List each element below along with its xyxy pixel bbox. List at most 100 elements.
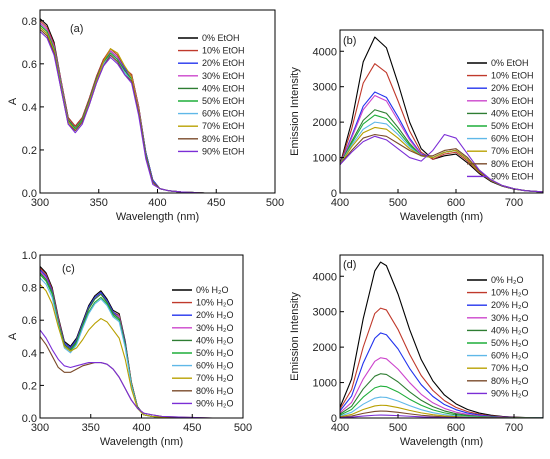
chart-panel-4: 400 500 600 700 0 1000 2000 3000 4000 Wavelength …	[289, 254, 544, 448]
y-axis-title: Emission Intensity	[289, 292, 301, 381]
series-line-10	[340, 133, 543, 193]
y-tick-label: 2000	[313, 342, 337, 354]
panel-label: (c)	[62, 263, 75, 275]
legend-label-5: 40% EtOH	[491, 108, 534, 118]
legend-label-9: 80% H₂O	[196, 386, 234, 396]
y-axis-title: A	[7, 332, 19, 340]
legend-label-3: 20% H₂O	[491, 300, 529, 310]
legend-label-9: 80% EtOH	[202, 134, 245, 144]
legend-label-8: 70% EtOH	[491, 146, 534, 156]
y-tick-label: 0	[331, 188, 337, 200]
legend-label-2: 10% H₂O	[196, 298, 234, 308]
legend-label-6: 50% H₂O	[491, 338, 529, 348]
y-tick-label: 1000	[313, 153, 337, 165]
plot-frame	[339, 254, 544, 419]
panel-label: (d)	[343, 259, 356, 271]
x-tick-label: 400	[331, 197, 349, 209]
y-tick-label: 0.8	[22, 283, 37, 295]
y-tick-label: 0.6	[22, 315, 37, 327]
legend-label-6: 50% H₂O	[196, 348, 234, 358]
chart-panel-3: 300 350 400 450 500 0.0 0.2 0.4 0.6 0.8 1.0 Wavelen…	[7, 250, 252, 448]
legend-label-2: 10% EtOH	[491, 71, 534, 81]
legend-label-10: 90% EtOH	[491, 171, 534, 181]
x-tick-label: 700	[505, 422, 523, 434]
x-tick-label: 350	[90, 197, 108, 209]
x-tick-label: 400	[132, 422, 150, 434]
y-tick-label: 3000	[313, 307, 337, 319]
legend-label-5: 40% H₂O	[196, 335, 234, 345]
y-tick-label: 1000	[313, 378, 337, 390]
legend-label-10: 90% EtOH	[202, 146, 245, 156]
y-tick-label: 4000	[313, 271, 337, 283]
y-tick-label: 1.0	[22, 250, 37, 262]
legend-label-3: 20% H₂O	[196, 310, 234, 320]
y-tick-label: 0.4	[22, 348, 37, 360]
x-tick-label: 600	[447, 197, 465, 209]
y-tick-label: 4000	[313, 46, 337, 58]
chart-panel-1: 300 350 400 450 500 0.0 0.2 0.4 0.6 0.8 Wavelength…	[7, 9, 284, 223]
legend-label-7: 60% EtOH	[491, 134, 534, 144]
series-line-10	[40, 31, 275, 193]
x-tick-label: 450	[183, 422, 201, 434]
x-tick-label: 700	[505, 197, 523, 209]
legend-label-7: 60% EtOH	[202, 109, 245, 119]
legend-label-3: 20% EtOH	[202, 58, 245, 68]
x-axis-title: Wavelength (nm)	[100, 436, 183, 448]
legend-label-9: 80% EtOH	[491, 159, 534, 169]
legend-label-3: 20% EtOH	[491, 83, 534, 93]
y-axis-title: Emission Intensity	[289, 67, 301, 156]
chart-panel-2: 400 500 600 700 0 1000 2000 3000 4000 Wavelength …	[289, 29, 544, 223]
panel-label: (b)	[343, 35, 356, 47]
legend-label-2: 10% EtOH	[202, 46, 245, 56]
legend-label-4: 30% EtOH	[491, 96, 534, 106]
x-tick-label: 500	[234, 422, 252, 434]
legend: 0% EtOH 10% EtOH 20% EtOH 30% EtOH 40% EtOH 5…	[467, 58, 534, 181]
y-tick-label: 0	[331, 413, 337, 425]
legend: 0% H₂O 10% H₂O 20% H₂O 30% H₂O 40% H₂O 50% H₂…	[467, 275, 529, 398]
x-tick-label: 300	[31, 197, 49, 209]
x-tick-label: 500	[266, 197, 284, 209]
legend-label-10: 90% H₂O	[491, 388, 529, 398]
x-tick-label: 300	[31, 422, 49, 434]
series-lines	[40, 266, 243, 418]
series-line-10	[40, 329, 243, 418]
series-lines	[340, 36, 543, 193]
y-tick-label: 0.6	[22, 59, 37, 71]
y-axis-title: A	[7, 97, 19, 105]
series-line-8	[40, 283, 243, 418]
y-tick-label: 0.0	[22, 188, 37, 200]
legend-label-8: 70% H₂O	[491, 363, 529, 373]
legend-label-7: 60% H₂O	[196, 361, 234, 371]
x-tick-label: 350	[82, 422, 100, 434]
y-tick-label: 0.4	[22, 102, 37, 114]
y-tick-label: 0.2	[22, 145, 37, 157]
y-tick-label: 3000	[313, 82, 337, 94]
panel-label: (a)	[70, 23, 83, 35]
y-tick-label: 0.8	[22, 16, 37, 28]
x-axis-title: Wavelength (nm)	[116, 211, 199, 223]
legend-label-6: 50% EtOH	[202, 96, 245, 106]
legend-label-4: 30% H₂O	[196, 323, 234, 333]
x-axis-title: Wavelength (nm)	[400, 211, 483, 223]
x-axis-title: Wavelength (nm)	[400, 436, 483, 448]
x-tick-label: 450	[207, 197, 225, 209]
x-tick-label: 500	[389, 197, 407, 209]
legend-label-10: 90% H₂O	[196, 398, 234, 408]
legend-label-4: 30% H₂O	[491, 313, 529, 323]
legend-label-5: 40% EtOH	[202, 83, 245, 93]
legend-label-4: 30% EtOH	[202, 71, 245, 81]
y-tick-label: 2000	[313, 117, 337, 129]
legend-label-1: 0% EtOH	[491, 58, 529, 68]
legend-label-7: 60% H₂O	[491, 351, 529, 361]
x-tick-label: 500	[389, 422, 407, 434]
legend-label-5: 40% H₂O	[491, 325, 529, 335]
legend-label-8: 70% H₂O	[196, 373, 234, 383]
y-tick-label: 0.0	[22, 413, 37, 425]
plot-frame	[339, 29, 544, 194]
legend-label-1: 0% H₂O	[491, 275, 524, 285]
series-lines	[40, 18, 275, 193]
legend-label-6: 50% EtOH	[491, 121, 534, 131]
x-tick-label: 400	[331, 422, 349, 434]
legend-label-8: 70% EtOH	[202, 121, 245, 131]
